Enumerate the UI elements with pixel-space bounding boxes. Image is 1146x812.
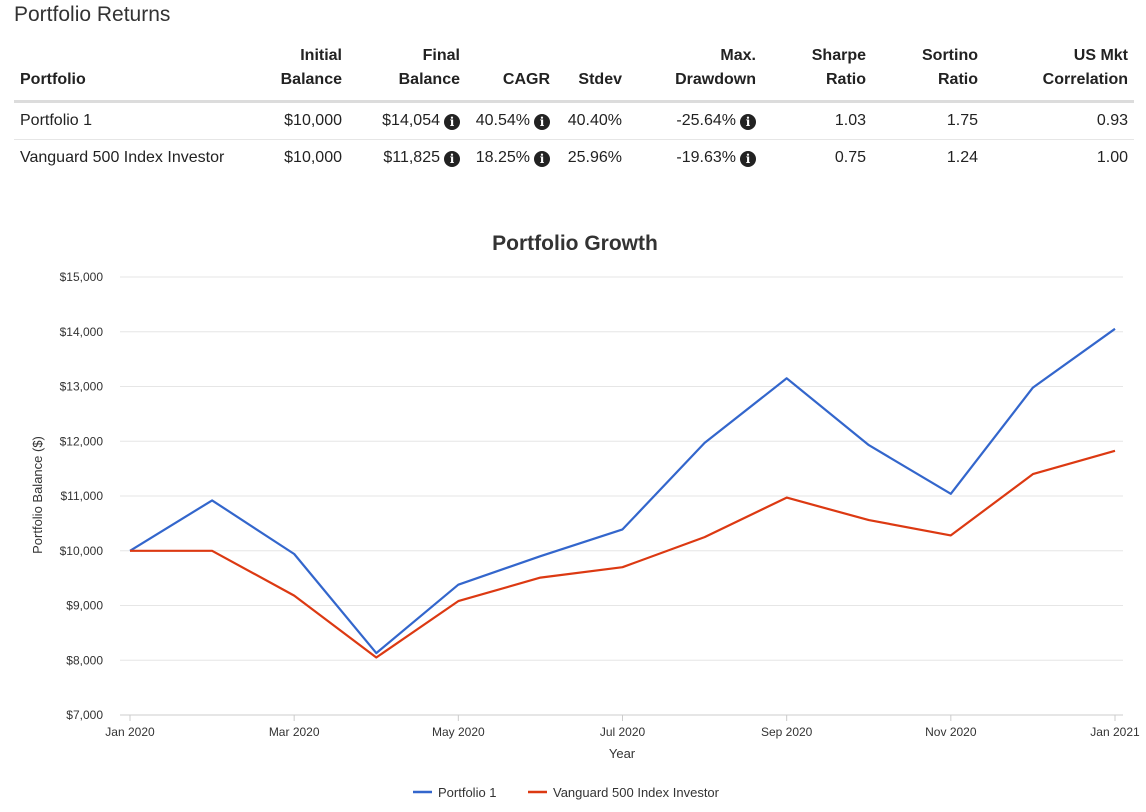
data-point[interactable] bbox=[125, 546, 135, 556]
info-circle-icon[interactable]: i bbox=[534, 151, 550, 167]
header-us-mkt-correlation[interactable]: US Mkt Correlation bbox=[984, 42, 1134, 103]
cell-sharpe-ratio: 1.03 bbox=[762, 101, 872, 140]
cell-portfolio: Portfolio 1 bbox=[14, 101, 236, 140]
y-tick-label: $14,000 bbox=[60, 325, 104, 339]
info-circle-icon[interactable]: i bbox=[740, 114, 756, 130]
header-sharpe-ratio[interactable]: Sharpe Ratio bbox=[762, 42, 872, 103]
legend[interactable]: Portfolio 1 Vanguard 500 Index Investor bbox=[413, 785, 720, 800]
data-point[interactable] bbox=[1028, 383, 1038, 393]
cell-initial-balance: $10,000 bbox=[236, 101, 348, 140]
header-max-drawdown[interactable]: Max. Drawdown bbox=[628, 42, 762, 103]
cell-final-balance: $11,825 i bbox=[348, 140, 466, 177]
x-tick-label: Jan 2020 bbox=[105, 725, 155, 739]
data-point[interactable] bbox=[1110, 324, 1120, 334]
data-point[interactable] bbox=[946, 530, 956, 540]
cell-portfolio: Vanguard 500 Index Investor bbox=[20, 149, 225, 166]
section-title: Portfolio Returns bbox=[14, 3, 171, 26]
data-point[interactable] bbox=[782, 493, 792, 503]
legend-label[interactable]: Vanguard 500 Index Investor bbox=[553, 785, 720, 800]
series-lines[interactable] bbox=[125, 324, 1120, 663]
cell-us-mkt-correlation: 1.00 bbox=[1096, 149, 1128, 166]
data-point[interactable] bbox=[1028, 469, 1038, 479]
cell-max-drawdown: -19.63% i bbox=[628, 140, 762, 177]
data-point[interactable] bbox=[289, 591, 299, 601]
data-point[interactable] bbox=[1110, 446, 1120, 456]
cell-cagr: 40.54% i bbox=[466, 101, 556, 140]
x-tick-label: May 2020 bbox=[432, 725, 485, 739]
x-axis: Jan 2020 Mar 2020 May 2020 Jul 2020 Sep 2020… bbox=[105, 715, 1140, 739]
header-stdev[interactable]: Stdev bbox=[556, 42, 628, 103]
x-axis-label: Year bbox=[609, 746, 636, 761]
portfolio-returns-table: Portfolio Initial Balance Final Balance CA… bbox=[14, 42, 1134, 176]
table-row: Vanguard 500 Index Investor $10,000 $11,… bbox=[14, 140, 1134, 177]
cell-final-balance: $14,054 i bbox=[348, 101, 466, 140]
y-tick-label: $8,000 bbox=[66, 653, 103, 667]
data-point[interactable] bbox=[618, 524, 628, 534]
x-tick-label: Mar 2020 bbox=[269, 725, 320, 739]
cell-stdev: 25.96% bbox=[567, 149, 622, 166]
table-header-row: Portfolio Initial Balance Final Balance CA… bbox=[14, 42, 1134, 103]
y-tick-label: $7,000 bbox=[66, 708, 103, 722]
y-tick-label: $12,000 bbox=[60, 434, 104, 448]
data-point[interactable] bbox=[864, 515, 874, 525]
y-axis: $7,000 $8,000 $9,000 $10,000 $11,000 $12,000 $… bbox=[60, 270, 104, 722]
info-circle-icon[interactable]: i bbox=[444, 114, 460, 130]
data-point[interactable] bbox=[289, 549, 299, 559]
cell-sortino-ratio: 1.24 bbox=[946, 149, 978, 166]
data-point[interactable] bbox=[700, 532, 710, 542]
info-circle-icon[interactable]: i bbox=[534, 114, 550, 130]
header-final-balance[interactable]: Final Balance bbox=[348, 42, 466, 103]
cell-sortino-ratio: 1.75 bbox=[872, 101, 984, 140]
data-point[interactable] bbox=[207, 495, 217, 505]
y-tick-label: $13,000 bbox=[60, 380, 104, 394]
cell-cagr: 18.25% i bbox=[466, 140, 556, 177]
y-axis-label: Portfolio Balance ($) bbox=[30, 436, 45, 554]
data-point[interactable] bbox=[946, 489, 956, 499]
data-point[interactable] bbox=[782, 373, 792, 383]
x-tick-label: Sep 2020 bbox=[761, 725, 813, 739]
data-point[interactable] bbox=[535, 573, 545, 583]
y-tick-label: $11,000 bbox=[61, 489, 104, 503]
data-point[interactable] bbox=[371, 653, 381, 663]
cell-us-mkt-correlation: 0.93 bbox=[984, 101, 1134, 140]
data-point[interactable] bbox=[453, 580, 463, 590]
data-point[interactable] bbox=[864, 440, 874, 450]
series-line-2[interactable] bbox=[130, 449, 1116, 659]
header-sortino-ratio[interactable]: Sortino Ratio bbox=[872, 42, 984, 103]
y-tick-label: $15,000 bbox=[60, 270, 104, 284]
data-point[interactable] bbox=[535, 551, 545, 561]
data-point[interactable] bbox=[700, 438, 710, 448]
header-cagr[interactable]: CAGR bbox=[466, 42, 556, 103]
cell-stdev: 40.40% bbox=[556, 101, 628, 140]
data-point[interactable] bbox=[453, 596, 463, 606]
y-tick-label: $9,000 bbox=[66, 599, 103, 613]
cell-initial-balance: $10,000 bbox=[284, 149, 342, 166]
header-portfolio[interactable]: Portfolio bbox=[14, 42, 236, 103]
chart-title: Portfolio Growth bbox=[492, 232, 658, 255]
cell-sharpe-ratio: 0.75 bbox=[834, 149, 866, 166]
legend-label[interactable]: Portfolio 1 bbox=[438, 785, 497, 800]
x-tick-label: Jan 2021 bbox=[1090, 725, 1140, 739]
data-point[interactable] bbox=[207, 546, 217, 556]
portfolio-growth-chart: Portfolio Growth $7,000 $8,000 $9,000 $10,0… bbox=[30, 232, 1140, 800]
y-tick-label: $10,000 bbox=[60, 544, 104, 558]
data-point[interactable] bbox=[618, 562, 628, 572]
info-circle-icon[interactable]: i bbox=[740, 151, 756, 167]
series-line-1[interactable] bbox=[129, 327, 1116, 655]
header-initial-balance[interactable]: Initial Balance bbox=[236, 42, 348, 103]
x-tick-label: Nov 2020 bbox=[925, 725, 977, 739]
x-tick-label: Jul 2020 bbox=[600, 725, 646, 739]
cell-max-drawdown: -25.64% i bbox=[628, 101, 762, 140]
table-row: Portfolio 1 $10,000 $14,054 i 40.54% i 40.… bbox=[14, 101, 1134, 140]
grid-lines bbox=[120, 276, 1123, 716]
info-circle-icon[interactable]: i bbox=[444, 151, 460, 167]
